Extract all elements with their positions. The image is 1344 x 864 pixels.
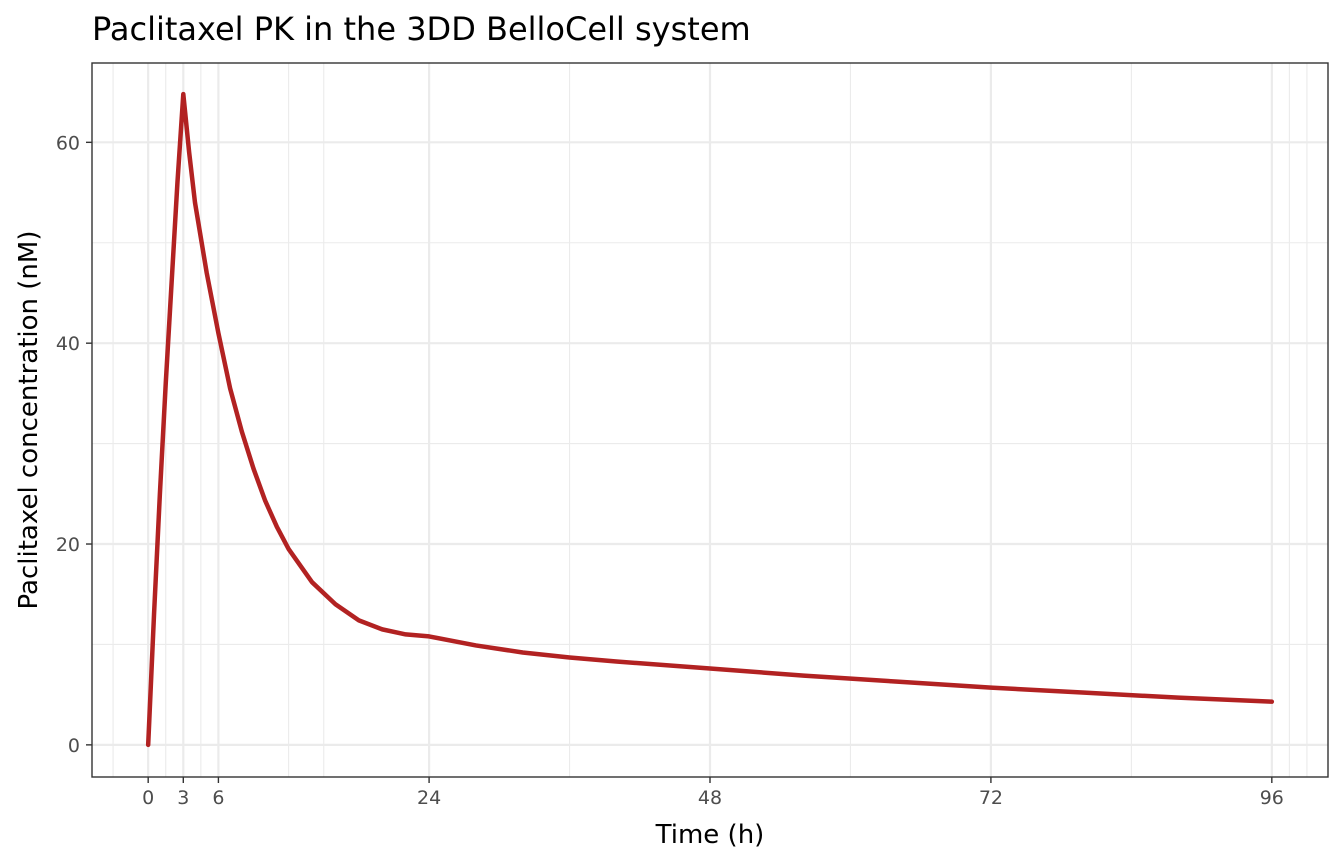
x-tick-label: 72 xyxy=(979,787,1003,809)
x-axis-title: Time (h) xyxy=(655,820,765,850)
series-line-0 xyxy=(145,91,1275,748)
x-tick-label: 3 xyxy=(177,787,189,809)
x-tick-label: 48 xyxy=(698,787,722,809)
major-gridlines xyxy=(92,63,1328,777)
x-tick-label: 24 xyxy=(417,787,441,809)
y-axis-title: Paclitaxel concentration (nM) xyxy=(14,231,44,610)
y-tick-label: 60 xyxy=(56,132,80,154)
chart-title: Paclitaxel PK in the 3DD BelloCell syste… xyxy=(92,10,751,48)
y-tick-label: 40 xyxy=(56,333,80,355)
x-tick-label: 96 xyxy=(1260,787,1284,809)
series-layer xyxy=(145,91,1275,748)
x-tick-label: 6 xyxy=(212,787,224,809)
y-tick-label: 0 xyxy=(68,735,80,757)
x-axis-ticks: 0 3 6 24 48 72 96 xyxy=(142,777,1284,809)
y-axis-ticks: 0 20 40 60 xyxy=(56,132,92,757)
y-tick-label: 20 xyxy=(56,534,80,556)
x-tick-label: 0 xyxy=(142,787,154,809)
